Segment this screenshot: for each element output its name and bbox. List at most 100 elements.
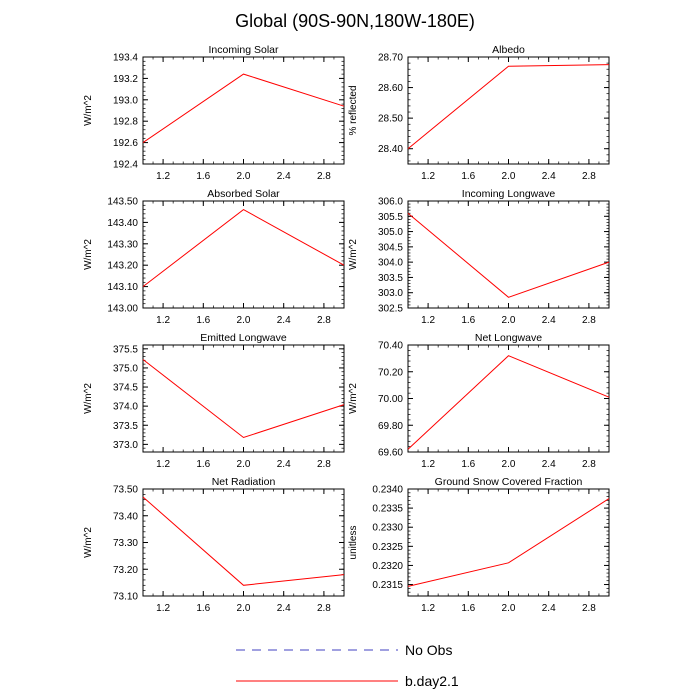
y-tick-label: 192.4 (113, 160, 138, 171)
chart-panel: Emitted Longwave W/m^2 1.2 1.6 2.0 2.4 2.8 373.… (83, 332, 345, 470)
x-tick-label: 1.2 (421, 459, 435, 470)
y-tick-label: 70.40 (378, 341, 403, 352)
y-tick-label: 306.0 (378, 197, 403, 208)
series-line (142, 359, 345, 439)
y-axis-label: W/m^2 (83, 527, 94, 558)
y-tick-label: 305.5 (378, 212, 403, 223)
x-tick-label: 2.8 (582, 315, 596, 326)
x-tick-label: 1.2 (156, 459, 170, 470)
x-tick-label: 2.4 (542, 315, 556, 326)
y-tick-label: 28.60 (378, 83, 403, 94)
x-tick-label: 1.6 (461, 459, 475, 470)
chart-panel: Absorbed Solar W/m^2 1.2 1.6 2.0 2.4 2.8 143.00… (83, 188, 345, 326)
x-tick-label: 2.0 (502, 315, 516, 326)
y-tick-label: 193.0 (113, 95, 138, 106)
plot-frame (407, 200, 610, 309)
plot-frame (142, 488, 345, 597)
y-tick-label: 73.20 (113, 565, 138, 576)
x-tick-label: 2.8 (317, 171, 331, 182)
chart-panel: Ground Snow Covered Fraction unitless 1.2 1… (348, 476, 610, 614)
x-tick-label: 2.0 (237, 171, 251, 182)
y-tick-label: 304.5 (378, 242, 403, 253)
x-tick-label: 2.0 (237, 603, 251, 614)
y-axis-label: W/m^2 (83, 239, 94, 270)
x-tick-label: 2.0 (502, 603, 516, 614)
y-tick-label: 375.0 (113, 363, 138, 374)
chart-panel: Incoming Solar W/m^2 1.2 1.6 2.0 2.4 2.8 192.4 1… (83, 44, 345, 182)
y-tick-label: 73.50 (113, 485, 138, 496)
plot-frame (142, 200, 345, 309)
y-tick-label: 375.5 (113, 344, 138, 355)
panel-title: Emitted Longwave (200, 332, 287, 344)
y-tick-label: 73.40 (113, 511, 138, 522)
panel-title: Net Radiation (212, 476, 276, 488)
plot-frame (407, 344, 610, 453)
x-tick-label: 1.2 (421, 315, 435, 326)
y-tick-label: 143.50 (107, 197, 138, 208)
chart-panel: Net Longwave W/m^2 1.2 1.6 2.0 2.4 2.8 69.60 69.… (348, 332, 610, 470)
y-tick-label: 302.5 (378, 304, 403, 315)
chart-panel: Net Radiation W/m^2 1.2 1.6 2.0 2.4 2.8 73.10 73… (83, 476, 345, 614)
y-tick-label: 143.30 (107, 239, 138, 250)
x-tick-label: 1.2 (156, 315, 170, 326)
y-tick-label: 0.2335 (372, 504, 403, 515)
x-tick-label: 2.0 (237, 315, 251, 326)
panel-title: Incoming Solar (208, 44, 279, 56)
series-line (142, 496, 345, 586)
y-tick-label: 70.00 (378, 394, 403, 405)
x-tick-label: 2.4 (542, 603, 556, 614)
x-tick-label: 2.4 (277, 315, 291, 326)
y-tick-label: 0.2320 (372, 561, 403, 572)
x-tick-label: 2.8 (317, 315, 331, 326)
x-tick-label: 2.8 (317, 603, 331, 614)
y-axis-label: unitless (348, 526, 359, 560)
y-tick-label: 303.0 (378, 288, 403, 299)
plot-frame (407, 488, 610, 597)
x-tick-label: 1.6 (461, 171, 475, 182)
y-tick-label: 28.40 (378, 144, 403, 155)
x-tick-label: 1.2 (421, 603, 435, 614)
x-tick-label: 2.8 (582, 171, 596, 182)
legend-label-no-obs: No Obs (405, 642, 452, 658)
x-tick-label: 2.4 (542, 459, 556, 470)
series-line (407, 355, 610, 450)
figure-title: Global (90S-90N,180W-180E) (235, 11, 475, 31)
y-tick-label: 143.20 (107, 261, 138, 272)
x-tick-label: 1.6 (196, 315, 210, 326)
plot-frame (142, 56, 345, 165)
y-axis-label: W/m^2 (83, 95, 94, 126)
panel-title: Net Longwave (475, 332, 542, 344)
y-tick-label: 305.0 (378, 227, 403, 238)
y-tick-label: 192.8 (113, 117, 138, 128)
y-tick-label: 69.60 (378, 448, 403, 459)
y-tick-label: 0.2315 (372, 580, 403, 591)
x-tick-label: 1.6 (196, 459, 210, 470)
x-tick-label: 1.2 (421, 171, 435, 182)
x-tick-label: 2.0 (502, 171, 516, 182)
panels: Incoming Solar W/m^2 1.2 1.6 2.0 2.4 2.8 192.4 1… (83, 44, 610, 614)
y-tick-label: 28.50 (378, 114, 403, 125)
y-tick-label: 28.70 (378, 53, 403, 64)
y-tick-label: 374.5 (113, 383, 138, 394)
x-tick-label: 1.2 (156, 603, 170, 614)
x-tick-label: 2.4 (277, 603, 291, 614)
y-axis-label: W/m^2 (348, 239, 359, 270)
x-tick-label: 2.8 (582, 459, 596, 470)
x-tick-label: 2.4 (542, 171, 556, 182)
x-tick-label: 1.6 (196, 171, 210, 182)
y-tick-label: 303.5 (378, 273, 403, 284)
panel-title: Incoming Longwave (462, 188, 556, 200)
y-tick-label: 304.0 (378, 258, 403, 269)
chart-panel: Albedo % reflected 1.2 1.6 2.0 2.4 2.8 28.40 28.… (348, 44, 610, 182)
y-tick-label: 373.0 (113, 440, 138, 451)
y-tick-label: 143.00 (107, 304, 138, 315)
x-tick-label: 1.2 (156, 171, 170, 182)
y-tick-label: 373.5 (113, 421, 138, 432)
x-tick-label: 1.6 (461, 315, 475, 326)
y-tick-label: 143.40 (107, 218, 138, 229)
y-tick-label: 143.10 (107, 282, 138, 293)
chart-panel: Incoming Longwave W/m^2 1.2 1.6 2.0 2.4 2.8 302… (348, 188, 610, 326)
y-tick-label: 0.2325 (372, 542, 403, 553)
x-tick-label: 2.8 (582, 603, 596, 614)
